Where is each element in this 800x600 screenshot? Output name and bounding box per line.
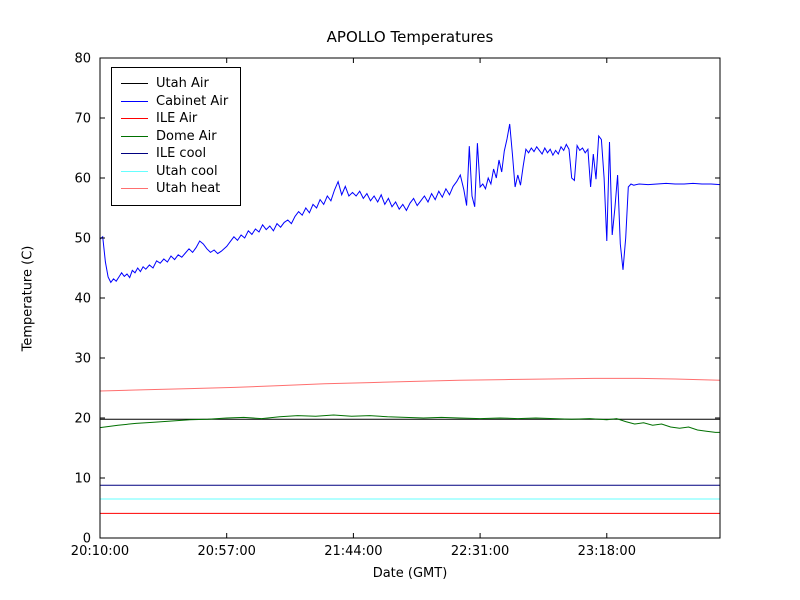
series-line-cabinet-air xyxy=(99,123,721,284)
y-tick-label: 80 xyxy=(74,52,91,67)
legend-item-dome-air: Dome Air xyxy=(121,128,228,146)
y-axis-label: Temperature (C) xyxy=(20,245,36,352)
y-tick-label: 20 xyxy=(74,412,91,427)
y-tick-label: 70 xyxy=(74,112,91,127)
legend-line-sample xyxy=(121,100,148,102)
legend-box: Utah Air Cabinet Air ILE Air Dome Air ILE co… xyxy=(111,67,242,206)
legend-line-sample xyxy=(121,83,148,85)
legend-item-utah-air: Utah Air xyxy=(121,75,228,93)
legend-item-ile-cool: ILE cool xyxy=(121,145,228,163)
legend-line-sample xyxy=(121,135,148,137)
y-tick-label: 10 xyxy=(74,472,91,487)
series-line-utah-heat xyxy=(99,377,721,392)
legend-line-sample xyxy=(121,188,148,190)
y-tick-label: 40 xyxy=(74,292,91,307)
chart-title: APOLLO Temperatures xyxy=(326,28,494,46)
legend-label: Utah cool xyxy=(156,163,218,179)
legend-label: ILE cool xyxy=(156,146,207,162)
x-axis-label: Date (GMT) xyxy=(372,566,448,581)
x-tick-label: 22:31:00 xyxy=(451,544,509,559)
series-line-dome-air xyxy=(99,414,720,433)
x-tick-label: 23:18:00 xyxy=(578,544,636,559)
y-tick-label: 30 xyxy=(74,352,91,367)
legend-label: Utah Air xyxy=(156,76,209,92)
legend-item-utah-heat: Utah heat xyxy=(121,180,228,198)
x-tick-label: 20:57:00 xyxy=(198,544,256,559)
legend-line-sample xyxy=(121,170,148,172)
y-tick-label: 0 xyxy=(83,532,91,547)
legend-label: Dome Air xyxy=(156,128,217,144)
legend-label: Utah heat xyxy=(156,181,221,197)
y-tick-label: 50 xyxy=(74,232,91,247)
legend-line-sample xyxy=(121,118,148,120)
x-tick-label: 21:44:00 xyxy=(324,544,382,559)
legend-item-ile-air: ILE Air xyxy=(121,110,228,128)
legend-line-sample xyxy=(121,153,148,155)
legend-label: ILE Air xyxy=(156,111,198,127)
legend-item-cabinet-air: Cabinet Air xyxy=(121,93,228,111)
y-tick-label: 60 xyxy=(74,172,91,187)
legend-label: Cabinet Air xyxy=(156,93,229,109)
legend-item-utah-cool: Utah cool xyxy=(121,163,228,181)
x-tick-label: 20:10:00 xyxy=(71,544,129,559)
